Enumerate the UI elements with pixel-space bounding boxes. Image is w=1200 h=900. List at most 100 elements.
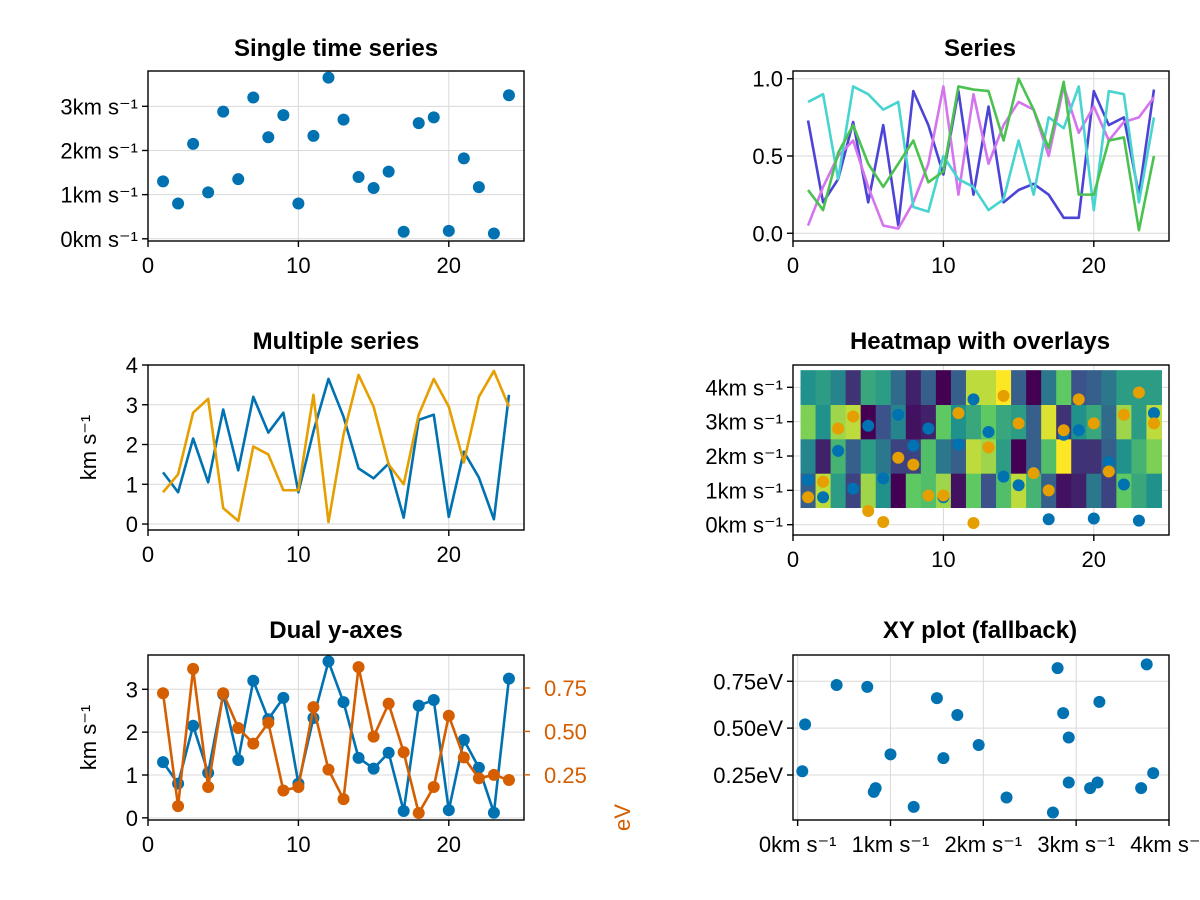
data-point (472, 181, 485, 194)
data-point (907, 439, 920, 452)
chart-title: Heatmap with overlays (850, 328, 1110, 355)
data-point (442, 224, 455, 237)
data-point (277, 109, 290, 122)
data-point (1147, 417, 1160, 430)
data-point (337, 696, 350, 709)
heatmap-cell (815, 438, 832, 474)
heatmap-cell (965, 404, 982, 440)
heatmap-cell (905, 404, 922, 440)
data-point (869, 782, 882, 795)
data-point (907, 458, 920, 471)
y-tick-label: 2km s⁻¹ (705, 444, 783, 469)
heatmap-cell (875, 404, 892, 440)
heatmap-cell (1131, 473, 1147, 509)
data-point (157, 687, 170, 700)
data-point (442, 804, 455, 817)
data-point (247, 674, 260, 687)
y-tick-label: 1.0 (752, 67, 783, 92)
data-point (799, 718, 812, 731)
y-tick-label: 1 (126, 472, 138, 497)
y-axis-label: km s⁻¹ (76, 705, 101, 770)
data-point (487, 227, 500, 240)
heatmap-cell (800, 438, 817, 474)
data-point (322, 763, 335, 776)
data-point (830, 679, 843, 691)
data-point (307, 701, 320, 714)
heatmap-cell (1041, 438, 1057, 474)
data-point (382, 697, 395, 710)
data-point (337, 793, 350, 806)
data-point (292, 197, 305, 210)
data-point (487, 768, 500, 781)
series-line-1 (806, 89, 1156, 227)
heatmap-cell (950, 473, 967, 509)
heatmap-cell (815, 404, 832, 440)
data-point (427, 111, 440, 124)
data-point (472, 761, 485, 774)
x-tick-label: 0 (787, 253, 799, 278)
data-point (930, 692, 943, 705)
heatmap-cell (996, 473, 1012, 509)
chart-title: Multiple series (253, 328, 420, 355)
data-point (1102, 456, 1115, 469)
y-tick-label: 0.50eV (713, 716, 783, 741)
data-point (877, 515, 890, 528)
heatmap-cell (1026, 404, 1042, 440)
data-point (1147, 407, 1160, 420)
data-point (322, 71, 335, 84)
heatmap-cell (845, 438, 862, 474)
y-tick-label: 2km s⁻¹ (60, 138, 138, 163)
chart-panel-6: XY plot (fallback) 0km s⁻¹ 1km s⁻¹ 2km s⁻¹ 3… (713, 617, 1200, 857)
heatmap-cell (920, 438, 937, 474)
data-point (412, 117, 425, 130)
y-tick-label: 0.75eV (713, 669, 783, 694)
data-point (1046, 806, 1059, 819)
y-tick-label: 4 (126, 353, 138, 378)
data-point (382, 746, 395, 759)
data-point (884, 748, 897, 761)
data-point (292, 781, 305, 793)
data-point (157, 756, 170, 769)
heatmap-cell (815, 370, 832, 405)
heatmap-cell (1086, 473, 1102, 509)
data-point (802, 491, 815, 504)
x-tick-label: 20 (1082, 253, 1106, 278)
data-point (277, 691, 290, 704)
data-point (937, 489, 950, 502)
series-line-1 (162, 377, 511, 521)
y-axis-label: km s⁻¹ (76, 415, 101, 480)
heatmap-cell (1086, 370, 1102, 405)
data-point (802, 474, 815, 487)
data-point (427, 781, 440, 793)
data-point (367, 762, 380, 775)
data-point (202, 781, 215, 793)
y-tick-label: 3 (126, 677, 138, 702)
data-point (951, 709, 964, 721)
heatmap-cell (800, 404, 817, 440)
heatmap-cell (800, 370, 817, 405)
x-tick-label: 4km s⁻¹ (1130, 832, 1200, 857)
data-point (862, 419, 875, 432)
heatmap-cell (1101, 404, 1117, 440)
data-point (1042, 513, 1055, 526)
x-tick-label: 20 (437, 253, 461, 278)
y-tick-label: 0 (126, 806, 138, 831)
heatmap-cell (1146, 438, 1162, 474)
data-point (892, 408, 905, 421)
heatmap-cell (1101, 370, 1117, 405)
data-point (457, 733, 470, 746)
y-tick-label: 1km s⁻¹ (705, 478, 783, 503)
right-y-tick-label: 0.75 (544, 676, 587, 701)
data-point (1012, 479, 1025, 492)
data-point (172, 197, 185, 210)
heatmap-cell (1056, 438, 1072, 474)
data-point (1072, 393, 1085, 406)
data-point (922, 422, 935, 435)
data-point (457, 152, 470, 165)
heatmap-cell (830, 370, 847, 405)
chart-title: Single time series (234, 35, 438, 62)
data-point (1135, 782, 1148, 795)
chart-title: Dual y-axes (269, 617, 402, 644)
data-point (972, 739, 985, 751)
data-point (1051, 662, 1064, 675)
